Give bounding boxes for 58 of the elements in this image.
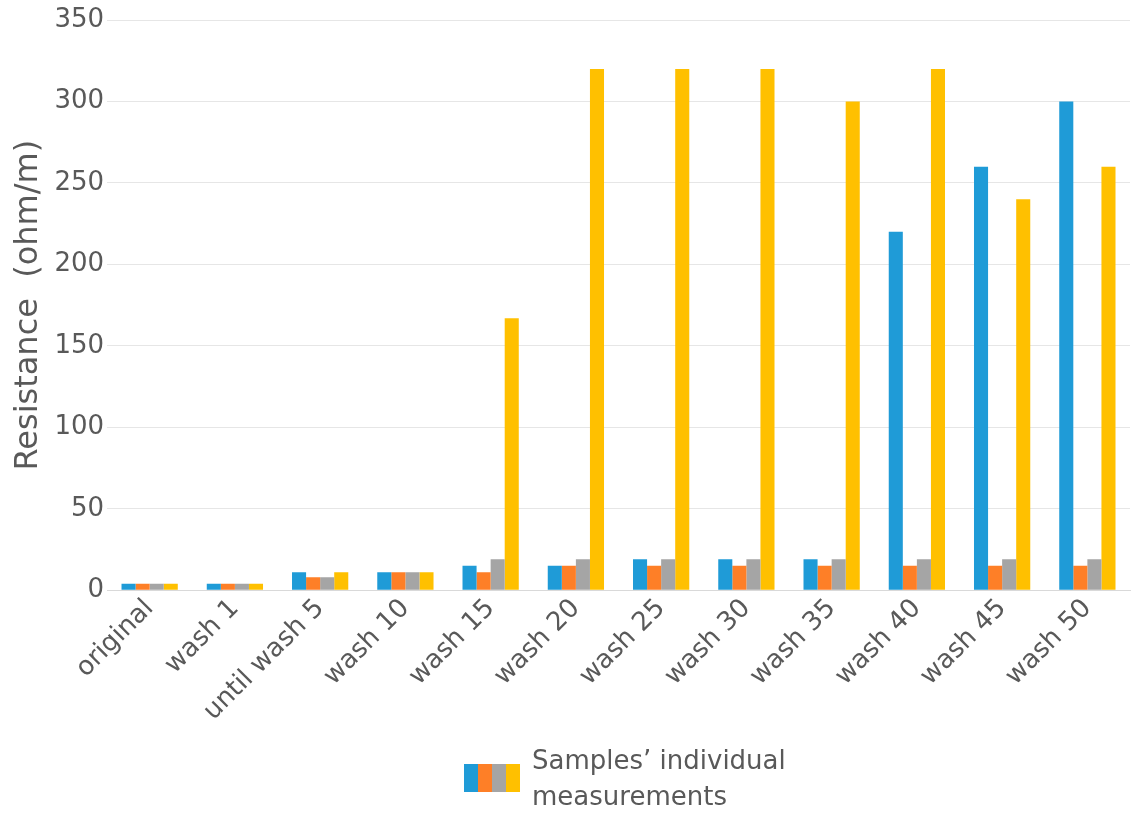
bar: [732, 565, 747, 590]
bar: [1002, 559, 1017, 590]
bar: [575, 559, 590, 590]
y-tick-label: 0: [87, 573, 105, 604]
bar: [661, 559, 676, 590]
bar: [121, 583, 136, 590]
bar: [476, 572, 491, 590]
bar: [561, 565, 576, 590]
legend-title: Samples’ individual measurements: [532, 744, 787, 813]
bar: [930, 68, 946, 590]
bar: [391, 572, 406, 590]
bar: [377, 572, 392, 590]
bar: [746, 559, 761, 590]
bar: [419, 572, 434, 590]
bar: [831, 559, 846, 590]
bar: [234, 583, 249, 590]
bar: [504, 318, 519, 590]
bar: [916, 559, 931, 590]
bar: [163, 583, 178, 590]
y-tick-label: 250: [54, 165, 105, 196]
bar: [974, 166, 989, 590]
bar: [1059, 101, 1074, 590]
bar: [462, 565, 477, 590]
bar: [888, 231, 903, 590]
y-tick-label: 300: [54, 84, 105, 115]
y-tick-label: 50: [70, 491, 105, 522]
bar: [334, 572, 349, 590]
y-axis-title: Resistance (ohm/m): [6, 139, 45, 471]
bar: [1101, 166, 1116, 590]
bar: [405, 572, 420, 590]
y-tick-label: 150: [54, 328, 105, 359]
bar: [675, 68, 690, 590]
bar: [547, 565, 562, 590]
bar: [633, 559, 648, 590]
bar: [589, 68, 605, 590]
bar: [149, 583, 164, 590]
bar: [760, 68, 775, 590]
bar: [320, 577, 335, 590]
bar: [1073, 565, 1088, 590]
bar: [817, 565, 832, 590]
bar: [988, 565, 1003, 590]
bar: [248, 583, 264, 590]
bar: [292, 572, 307, 590]
bar: [718, 559, 733, 590]
bar: [135, 583, 150, 590]
bar: [206, 583, 221, 590]
bar: [306, 577, 321, 590]
y-tick-label: 200: [54, 247, 105, 278]
bar: [902, 565, 917, 590]
y-tick-label: 100: [54, 410, 105, 441]
bar: [490, 559, 505, 590]
y-tick-label: 350: [54, 2, 105, 33]
bar: [1016, 199, 1031, 590]
bar: [220, 583, 235, 590]
bar: [803, 559, 818, 590]
bar: [1087, 559, 1102, 590]
bar: [647, 565, 662, 590]
bar: [845, 101, 860, 590]
